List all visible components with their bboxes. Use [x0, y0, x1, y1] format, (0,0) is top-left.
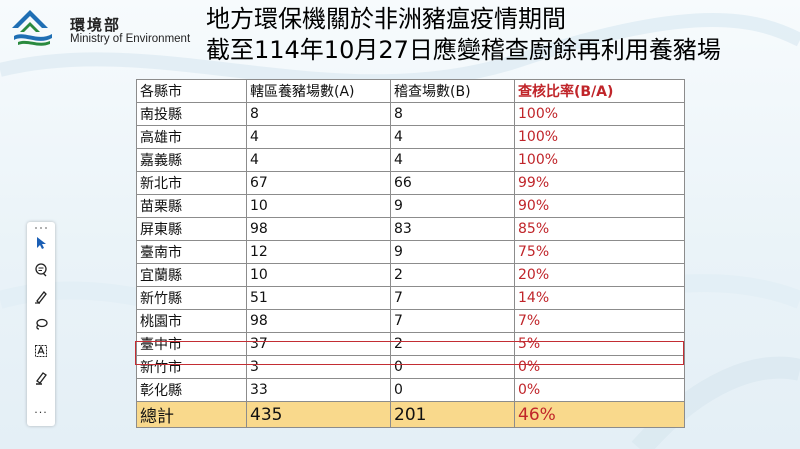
- table-row: 屏東縣 98 83 85%: [136, 217, 685, 241]
- table-row: 高雄市 4 4 100%: [136, 125, 685, 149]
- cell-ratio: 0%: [514, 378, 685, 402]
- cell-farm-count: 67: [246, 171, 391, 195]
- cell-ratio: 100%: [514, 148, 685, 172]
- lasso-icon: [36, 318, 48, 330]
- cell-ratio: 0%: [514, 355, 685, 379]
- ministry-logo: 環境部 Ministry of Environment: [8, 6, 198, 52]
- table-row: 桃園市 98 7 7%: [136, 309, 685, 333]
- total-ratio: 46%: [514, 401, 685, 428]
- total-label: 總計: [136, 401, 247, 428]
- title-line-1: 地方環保機關於非洲豬瘟疫情期間: [206, 5, 566, 33]
- cell-inspected-count: 66: [390, 171, 515, 195]
- cell-ratio: 7%: [514, 309, 685, 333]
- cell-ratio: 85%: [514, 217, 685, 241]
- ministry-name-en: Ministry of Environment: [70, 33, 191, 45]
- cell-inspected-count: 0: [390, 355, 515, 379]
- cell-farm-count: 37: [246, 332, 391, 356]
- header-inspected-count: 稽查場數(B): [390, 79, 515, 103]
- cell-farm-count: 3: [246, 355, 391, 379]
- table-row: 新北市 67 66 99%: [136, 171, 685, 195]
- drag-handle-icon[interactable]: [33, 226, 49, 230]
- annotation-toolbar: ...: [27, 222, 55, 426]
- cell-county: 苗栗縣: [136, 194, 247, 218]
- cell-county: 高雄市: [136, 125, 247, 149]
- comment-tool[interactable]: [31, 260, 51, 280]
- cell-farm-count: 10: [246, 263, 391, 287]
- cell-inspected-count: 7: [390, 309, 515, 333]
- highlighter-tool[interactable]: [31, 368, 51, 388]
- pen-icon: [35, 291, 47, 304]
- cell-farm-count: 8: [246, 102, 391, 126]
- more-tools-button[interactable]: ...: [34, 403, 48, 416]
- cell-inspected-count: 4: [390, 125, 515, 149]
- cell-ratio: 99%: [514, 171, 685, 195]
- title-line-2: 截至114年10月27日應變稽查廚餘再利用養豬場: [206, 36, 721, 64]
- table-row: 臺中市 37 2 5%: [136, 332, 685, 356]
- cell-inspected-count: 0: [390, 378, 515, 402]
- cell-inspected-count: 2: [390, 332, 515, 356]
- header-county: 各縣市: [136, 79, 247, 103]
- header-inspection-ratio: 查核比率(B/A): [514, 79, 685, 103]
- cell-ratio: 90%: [514, 194, 685, 218]
- table-row: 宜蘭縣 10 2 20%: [136, 263, 685, 287]
- cell-ratio: 100%: [514, 125, 685, 149]
- cell-county: 南投縣: [136, 102, 247, 126]
- cell-county: 屏東縣: [136, 217, 247, 241]
- select-tool[interactable]: [31, 233, 51, 253]
- cell-ratio: 14%: [514, 286, 685, 310]
- cell-inspected-count: 9: [390, 194, 515, 218]
- cell-county: 彰化縣: [136, 378, 247, 402]
- cell-farm-count: 4: [246, 148, 391, 172]
- cell-ratio: 5%: [514, 332, 685, 356]
- cell-ratio: 75%: [514, 240, 685, 264]
- cell-farm-count: 10: [246, 194, 391, 218]
- pen-tool[interactable]: [31, 287, 51, 307]
- cell-ratio: 100%: [514, 102, 685, 126]
- cell-inspected-count: 8: [390, 102, 515, 126]
- lasso-tool[interactable]: [31, 314, 51, 334]
- table-total-row: 總計 435 201 46%: [136, 401, 685, 428]
- table-row: 嘉義縣 4 4 100%: [136, 148, 685, 172]
- table-header-row: 各縣市 轄區養豬場數(A) 稽查場數(B) 查核比率(B/A): [136, 79, 685, 103]
- table-row: 新竹市 3 0 0%: [136, 355, 685, 379]
- cell-farm-count: 4: [246, 125, 391, 149]
- cell-farm-count: 98: [246, 217, 391, 241]
- cell-inspected-count: 7: [390, 286, 515, 310]
- page-title: 地方環保機關於非洲豬瘟疫情期間 截至114年10月27日應變稽查廚餘再利用養豬場: [206, 4, 796, 66]
- cell-county: 嘉義縣: [136, 148, 247, 172]
- table-row: 苗栗縣 10 9 90%: [136, 194, 685, 218]
- highlighter-icon: [36, 372, 47, 385]
- header-farm-count: 轄區養豬場數(A): [246, 79, 391, 103]
- cell-ratio: 20%: [514, 263, 685, 287]
- cell-inspected-count: 83: [390, 217, 515, 241]
- total-farm-count: 435: [246, 401, 391, 428]
- cell-county: 新竹縣: [136, 286, 247, 310]
- table-row: 彰化縣 33 0 0%: [136, 378, 685, 402]
- total-inspected-count: 201: [390, 401, 515, 428]
- cell-inspected-count: 4: [390, 148, 515, 172]
- cell-county: 桃園市: [136, 309, 247, 333]
- cell-county: 新北市: [136, 171, 247, 195]
- text-box-icon: [35, 345, 47, 357]
- ministry-emblem-icon: [12, 10, 52, 46]
- cell-inspected-count: 2: [390, 263, 515, 287]
- table-row: 新竹縣 51 7 14%: [136, 286, 685, 310]
- select-arrow-icon: [37, 237, 46, 249]
- inspection-table: 各縣市 轄區養豬場數(A) 稽查場數(B) 查核比率(B/A) 南投縣 8 8 100…: [136, 79, 685, 428]
- cell-county: 臺中市: [136, 332, 247, 356]
- cell-farm-count: 51: [246, 286, 391, 310]
- text-box-tool[interactable]: [31, 341, 51, 361]
- cell-inspected-count: 9: [390, 240, 515, 264]
- table-row: 南投縣 8 8 100%: [136, 102, 685, 126]
- cell-county: 新竹市: [136, 355, 247, 379]
- cell-farm-count: 98: [246, 309, 391, 333]
- cell-county: 臺南市: [136, 240, 247, 264]
- ministry-name-zh: 環境部: [70, 16, 122, 34]
- cell-farm-count: 12: [246, 240, 391, 264]
- comment-icon: [35, 263, 47, 277]
- table-row: 臺南市 12 9 75%: [136, 240, 685, 264]
- cell-county: 宜蘭縣: [136, 263, 247, 287]
- cell-farm-count: 33: [246, 378, 391, 402]
